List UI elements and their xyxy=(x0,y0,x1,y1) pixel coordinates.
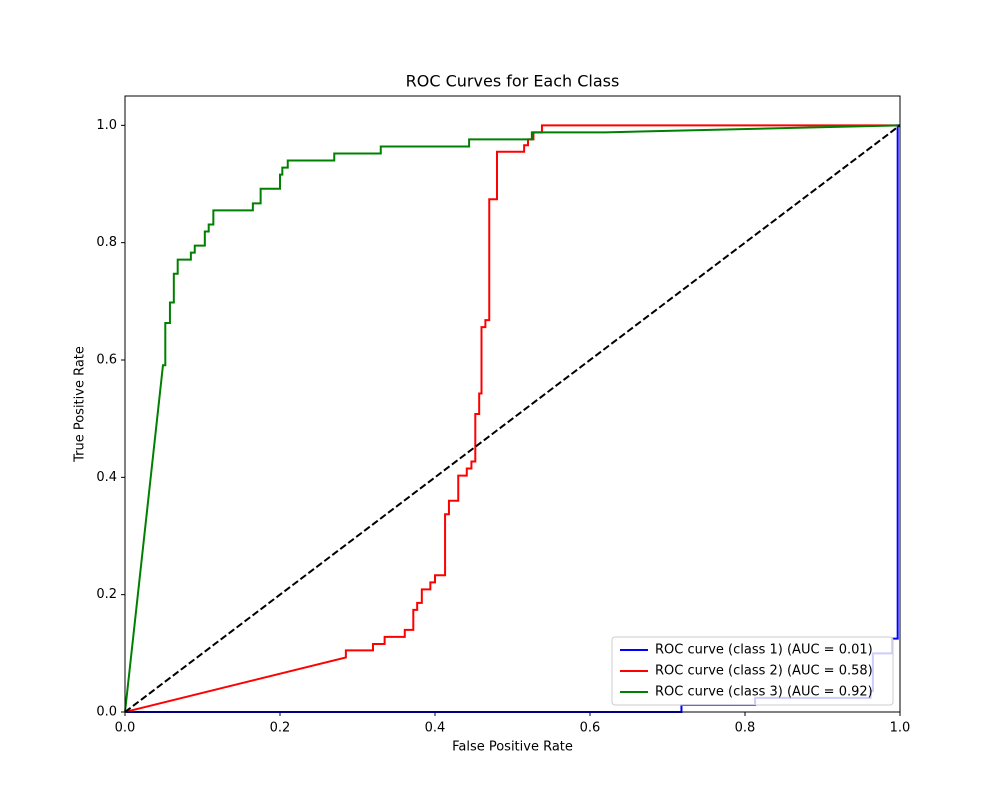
x-tick-label: 0.6 xyxy=(580,721,601,736)
roc-line xyxy=(124,124,900,713)
y-tick-label: 0.4 xyxy=(96,470,117,485)
x-tick-label: 0.8 xyxy=(735,721,756,736)
x-tick-label: 0.4 xyxy=(425,721,446,736)
x-axis-label: False Positive Rate xyxy=(452,740,573,755)
y-tick-label: 0.2 xyxy=(96,587,117,602)
reference-line xyxy=(124,124,901,713)
x-tick-label: 0.2 xyxy=(270,721,291,736)
legend: ROC curve (class 1) (AUC = 0.01) ROC curv… xyxy=(611,636,894,706)
legend-box xyxy=(611,636,894,706)
legend-label: ROC curve (class 1) (AUC = 0.01) xyxy=(655,643,873,658)
legend-label: ROC curve (class 3) (AUC = 0.92) xyxy=(655,685,873,700)
chart-title: ROC Curves for Each Class xyxy=(406,72,620,91)
y-tick-label: 0.6 xyxy=(96,353,117,368)
x-tick-label: 0.0 xyxy=(115,721,136,736)
y-tick-label: 1.0 xyxy=(96,118,117,133)
y-tick-label: 0.0 xyxy=(96,705,117,720)
axes-frame xyxy=(124,95,901,713)
y-axis-label: True Positive Rate xyxy=(73,346,88,463)
roc-line xyxy=(124,124,901,713)
x-tick-label: 1.0 xyxy=(890,721,911,736)
legend-label: ROC curve (class 2) (AUC = 0.58) xyxy=(655,664,873,679)
y-tick-label: 0.8 xyxy=(96,235,117,250)
